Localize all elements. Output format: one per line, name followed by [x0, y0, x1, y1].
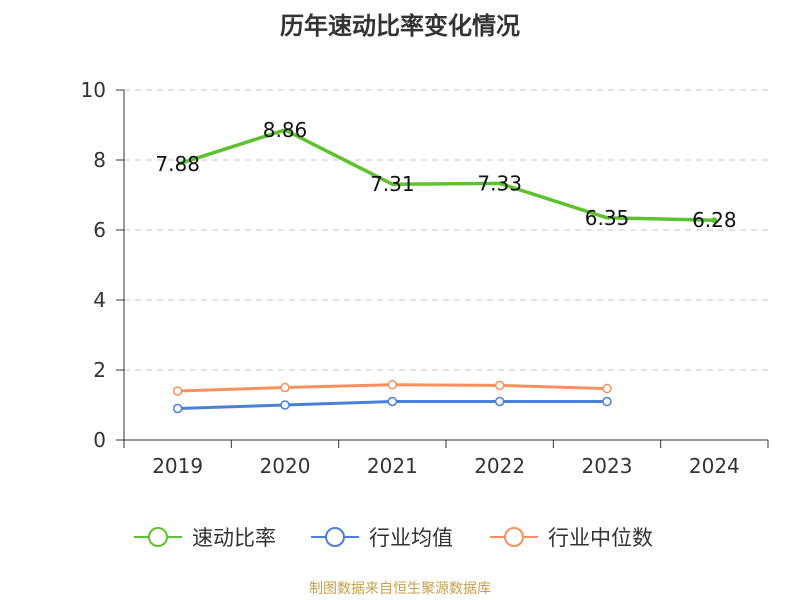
x-tick-label: 2021 [367, 454, 418, 478]
data-point [172, 386, 183, 396]
y-tick-label: 4 [93, 288, 106, 312]
y-tick-label: 10 [81, 78, 106, 102]
data-label: 8.86 [263, 118, 308, 142]
legend-label: 速动比率 [192, 526, 276, 550]
data-label: 7.88 [155, 152, 200, 176]
data-point [280, 400, 290, 410]
legend-marker [325, 527, 345, 547]
data-label: 7.31 [370, 172, 415, 196]
data-point [602, 396, 612, 407]
data-label: 6.35 [585, 206, 630, 230]
data-point [387, 396, 398, 407]
legend-label: 行业中位数 [548, 526, 653, 550]
x-tick-label: 2022 [474, 454, 525, 478]
data-label: 7.33 [477, 171, 522, 195]
x-tick-label: 2019 [152, 454, 203, 478]
data-label: 6.28 [692, 208, 737, 232]
data-point [602, 383, 612, 394]
data-point [494, 396, 505, 407]
y-tick-label: 0 [93, 428, 106, 452]
data-point [387, 379, 398, 390]
x-tick-label: 2023 [582, 454, 633, 478]
data-point [711, 217, 718, 224]
chart-title: 历年速动比率变化情况 [280, 12, 520, 40]
x-tick-label: 2020 [260, 454, 311, 478]
legend-label: 行业均值 [369, 526, 453, 550]
y-tick-label: 8 [93, 148, 106, 172]
y-tick-label: 6 [93, 218, 106, 242]
data-point [280, 382, 290, 393]
data-point [494, 380, 505, 391]
source-note: 制图数据来自恒生聚源数据库 [309, 581, 491, 597]
y-tick-label: 2 [93, 358, 106, 382]
data-point [172, 403, 183, 414]
x-tick-label: 2024 [689, 454, 740, 478]
series-line-0 [177, 128, 715, 222]
legend-marker [148, 527, 168, 547]
legend-marker [504, 527, 524, 547]
